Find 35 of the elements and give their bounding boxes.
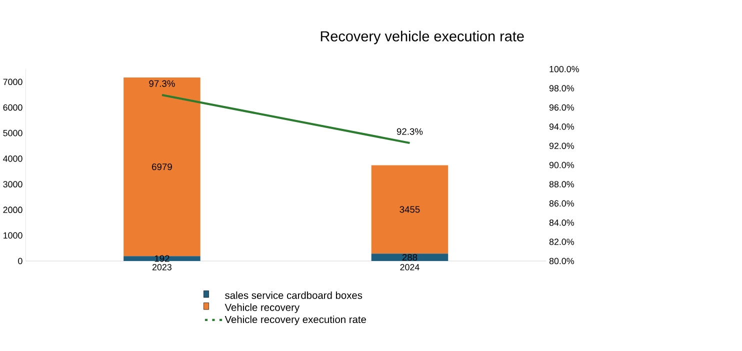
bar (371, 165, 448, 254)
y2-tick-label: 94.0% (549, 124, 574, 130)
bar (124, 256, 200, 262)
y-tick-label: 1000 (4, 232, 22, 239)
y-tick-label: 2000 (3, 206, 22, 214)
legend-label: Vehicle recovery execution rate (224, 316, 366, 326)
y2-tick-label: 96.0% (549, 104, 574, 111)
data-label: 6979 (152, 164, 172, 170)
y2-tick-label: 80.0% (549, 258, 574, 264)
data-label: 192 (154, 255, 170, 262)
y2-tick-label: 98.0% (549, 85, 574, 92)
y-tick-label: 5000 (3, 130, 22, 136)
y-tick-label: 4000 (3, 156, 22, 162)
y-tick-label: 6000 (3, 104, 22, 111)
y2-tick-label: 92.0% (549, 142, 574, 150)
legend-label: sales service cardboard boxes (225, 292, 362, 300)
data-label: 288 (402, 254, 418, 261)
legend-label: Vehicle recovery (224, 304, 300, 314)
y-tick-label: 7000 (3, 78, 22, 86)
y2-tick-label: 90.0% (549, 162, 574, 168)
data-label: 92.3% (396, 128, 423, 136)
y2-tick-label: 84.0% (549, 220, 574, 226)
chart-title: Recovery vehicle execution rate (320, 31, 524, 44)
bar (371, 254, 448, 262)
data-label: 97.3% (149, 80, 175, 88)
y2-tick-label: 86.0% (549, 200, 574, 207)
x-tick-label: 2023 (152, 264, 172, 271)
x-tick-label: 2024 (400, 264, 420, 271)
bar (124, 78, 200, 256)
y2-tick-label: 82.0% (549, 238, 574, 246)
y-tick-label: 0 (18, 258, 22, 264)
y2-tick-label: 88.0% (549, 181, 574, 188)
y-tick-label: 3000 (3, 181, 22, 188)
data-label: 3455 (400, 206, 420, 213)
y2-tick-label: 100.0% (550, 66, 579, 72)
